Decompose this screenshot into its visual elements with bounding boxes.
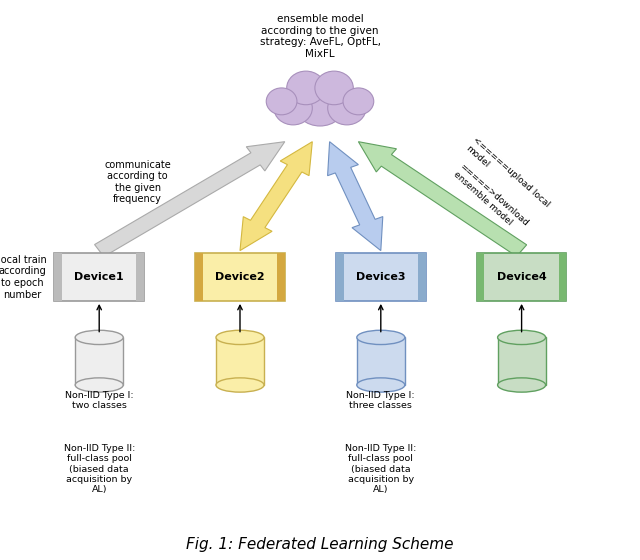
Bar [418,254,426,301]
Circle shape [343,88,374,115]
Text: local train
according
to epoch
number: local train according to epoch number [0,255,47,300]
Text: communicate
according to
the given
frequency: communicate according to the given frequ… [104,160,171,204]
Ellipse shape [357,378,404,392]
Text: Device1: Device1 [74,272,124,282]
Ellipse shape [216,378,264,392]
Ellipse shape [216,330,264,344]
Text: Non-IID Type I:
two classes: Non-IID Type I: two classes [65,391,134,410]
Polygon shape [358,142,527,256]
Text: =====>download
ensemble model: =====>download ensemble model [451,162,530,236]
Text: Device2: Device2 [215,272,265,282]
Bar [336,254,426,301]
Circle shape [266,88,297,115]
Bar [477,254,566,301]
Text: Device4: Device4 [497,272,547,282]
Ellipse shape [357,330,404,344]
Bar [277,254,285,301]
Circle shape [328,91,366,125]
Ellipse shape [76,330,123,344]
Ellipse shape [497,330,545,344]
Bar [357,337,404,385]
Bar [54,254,62,301]
Text: Fig. 1: Federated Learning Scheme: Fig. 1: Federated Learning Scheme [186,536,454,552]
Polygon shape [95,142,285,256]
Text: Non-IID Type I:
three classes: Non-IID Type I: three classes [346,391,415,410]
Bar [54,254,144,301]
Bar [195,254,203,301]
Circle shape [294,81,346,126]
Bar [498,337,545,385]
Circle shape [315,71,353,105]
Polygon shape [240,142,312,251]
Bar [76,337,123,385]
Text: Device3: Device3 [356,272,406,282]
Ellipse shape [497,378,545,392]
Bar [336,254,344,301]
Bar [477,254,484,301]
Circle shape [274,91,312,125]
Text: Non-IID Type II:
full-class pool
(biased data
acquisition by
AL): Non-IID Type II: full-class pool (biased… [63,444,135,494]
Bar [136,254,144,301]
Bar [195,254,285,301]
Text: <=====upload local
model: <=====upload local model [464,136,552,217]
Text: Non-IID Type II:
full-class pool
(biased data
acquisition by
AL): Non-IID Type II: full-class pool (biased… [345,444,417,494]
Bar [559,254,566,301]
Text: ensemble model
according to the given
strategy: AveFL, OptFL,
MixFL: ensemble model according to the given st… [259,14,381,59]
Ellipse shape [76,378,123,392]
Circle shape [287,71,325,105]
Bar [216,337,264,385]
Polygon shape [328,142,383,251]
